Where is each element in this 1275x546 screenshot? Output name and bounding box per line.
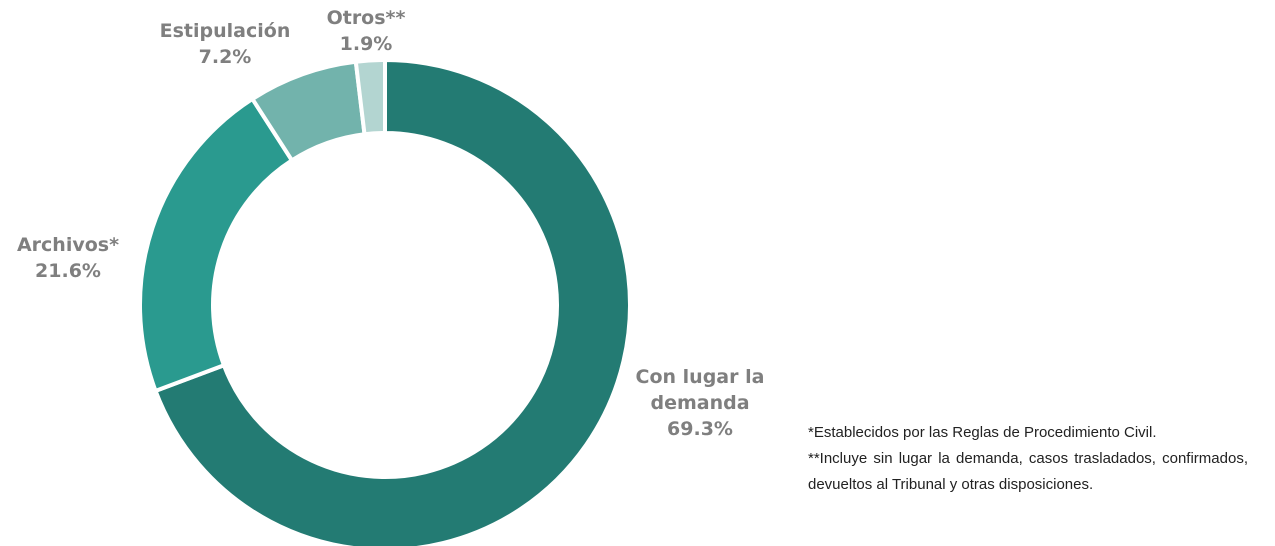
category-label: Otros** (326, 7, 406, 29)
footnote: **Incluye sin lugar la demanda, casos tr… (808, 450, 1248, 493)
footnote: *Establecidos por las Reglas de Procedim… (808, 424, 1157, 441)
category-label: Con lugar la demanda (635, 366, 765, 414)
segment-label: Estipulación 7.2% (135, 18, 315, 70)
donut-segment (138, 96, 295, 394)
donut-segment (353, 57, 387, 137)
category-label: Estipulación (159, 20, 291, 42)
value-label: 1.9% (339, 33, 393, 55)
value-label: 69.3% (667, 418, 733, 440)
value-label: 21.6% (35, 260, 101, 282)
segment-label: Archivos* 21.6% (0, 232, 148, 284)
value-label: 7.2% (198, 46, 252, 68)
segment-label: Con lugar la demanda 69.3% (610, 364, 790, 442)
segment-label: Otros** 1.9% (296, 5, 436, 57)
footnotes: *Establecidos por las Reglas de Procedim… (808, 420, 1248, 498)
category-label: Archivos* (16, 234, 120, 256)
donut-segment (152, 57, 632, 546)
